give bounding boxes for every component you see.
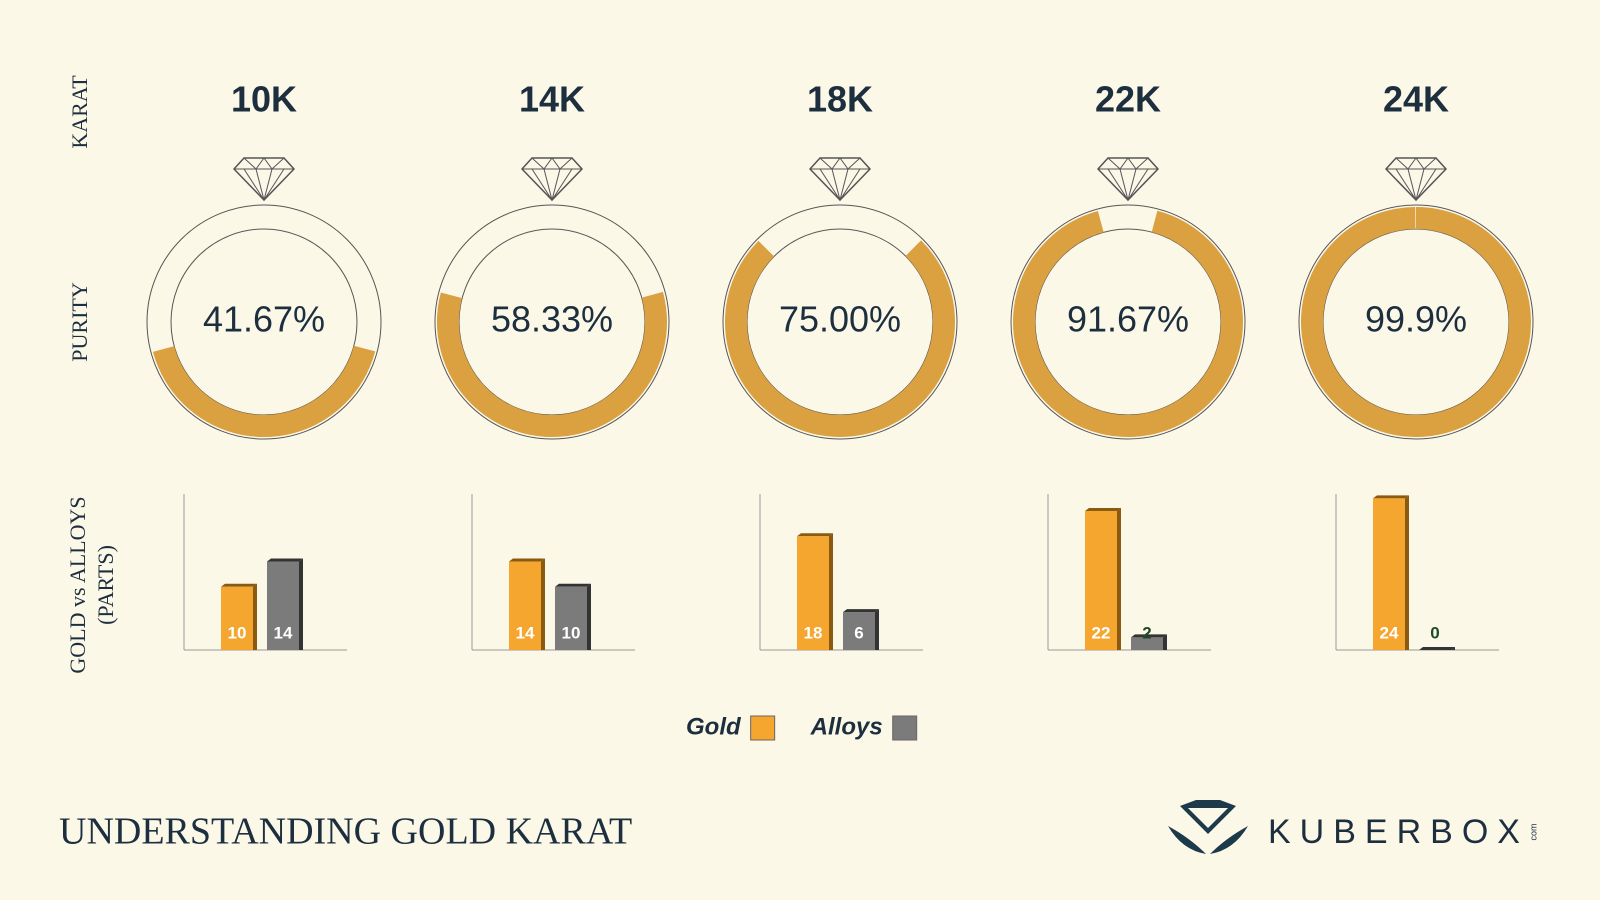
bar-value-label: 14 — [516, 623, 535, 642]
diamond-facet — [819, 157, 861, 201]
diamond-facet — [243, 157, 285, 201]
bar-top — [797, 533, 833, 537]
bar-top — [843, 609, 879, 613]
purity-label: 58.33% — [491, 299, 613, 340]
bar — [1373, 498, 1405, 650]
bar-side — [253, 583, 257, 650]
purity-label: 99.9% — [1365, 299, 1467, 340]
bar-value-label: 22 — [1092, 623, 1111, 642]
bar — [843, 612, 875, 650]
logo-leaves — [1168, 826, 1248, 854]
ring-outline — [1010, 204, 1246, 440]
bar-side — [587, 583, 591, 650]
bar-top — [221, 583, 257, 587]
bar — [1085, 510, 1117, 650]
page-title: UNDERSTANDING GOLD KARAT — [59, 811, 632, 853]
bar-value-label: 6 — [854, 623, 863, 642]
row-label: PURITY — [67, 282, 92, 362]
bar-value-label: 24 — [1380, 623, 1399, 642]
purity-ring — [437, 207, 667, 437]
ring-inner — [458, 228, 646, 416]
legend-swatch — [750, 715, 776, 741]
ring-outline — [1298, 204, 1534, 440]
bar-top — [1085, 507, 1121, 511]
bar — [221, 586, 253, 650]
ring-inner — [1034, 228, 1222, 416]
bar-top — [555, 583, 591, 587]
bar-value-label: 14 — [274, 623, 293, 642]
brand-name: KUBERBOX — [1268, 813, 1529, 851]
bar-value-label: 2 — [1142, 623, 1151, 642]
bar — [1131, 637, 1163, 650]
bar-top — [509, 558, 545, 562]
bar-side — [1117, 507, 1121, 650]
karat-label: 10K — [231, 79, 297, 120]
bar-side — [875, 609, 879, 650]
bar-side — [829, 533, 833, 650]
bar-side — [1163, 634, 1167, 650]
bar-top — [267, 558, 303, 562]
purity-ring — [149, 207, 379, 437]
bar-side — [541, 558, 545, 650]
diamond-icon — [232, 157, 296, 202]
brand-suffix: com — [1528, 823, 1538, 840]
diamond-facet — [1395, 157, 1437, 201]
bar — [267, 561, 299, 650]
bar-value-label: 0 — [1430, 623, 1439, 642]
legend-swatch — [892, 715, 918, 741]
diamond-facet — [1107, 157, 1149, 201]
karat-label: 24K — [1383, 79, 1449, 120]
bar-top — [1131, 634, 1167, 638]
bar — [797, 536, 829, 650]
diamond-icon — [808, 157, 872, 202]
diamond-icon — [520, 157, 584, 202]
bar — [555, 586, 587, 650]
karat-label: 14K — [519, 79, 585, 120]
purity-ring — [725, 206, 955, 437]
karat-label: 18K — [807, 79, 873, 120]
ring-outline — [722, 204, 958, 440]
diamond-icon — [1096, 157, 1160, 202]
row-label: (PARTS) — [93, 545, 118, 625]
ring-outline — [434, 204, 670, 440]
bar-value-label: 10 — [228, 623, 247, 642]
purity-label: 41.67% — [203, 299, 325, 340]
legend-label: Gold — [686, 713, 742, 740]
diamond-facet — [531, 157, 573, 201]
ring-inner — [170, 228, 358, 416]
bar-top — [1373, 495, 1409, 499]
legend-label: Alloys — [810, 713, 883, 740]
row-label: GOLD vs ALLOYS — [65, 496, 90, 673]
bar — [509, 561, 541, 650]
bar-side — [299, 558, 303, 650]
ring-outline — [146, 204, 382, 440]
brand-logo — [1168, 800, 1248, 854]
purity-label: 75.00% — [779, 299, 901, 340]
purity-label: 91.67% — [1067, 299, 1189, 340]
purity-ring — [1301, 207, 1531, 437]
bar-side — [1405, 495, 1409, 650]
row-label: KARAT — [67, 75, 92, 149]
bar-value-label: 18 — [804, 623, 823, 642]
diamond-icon — [1384, 157, 1448, 202]
bar-top — [1419, 647, 1455, 650]
karat-label: 22K — [1095, 79, 1161, 120]
bar-value-label: 10 — [562, 623, 581, 642]
logo-facet — [1188, 808, 1228, 828]
